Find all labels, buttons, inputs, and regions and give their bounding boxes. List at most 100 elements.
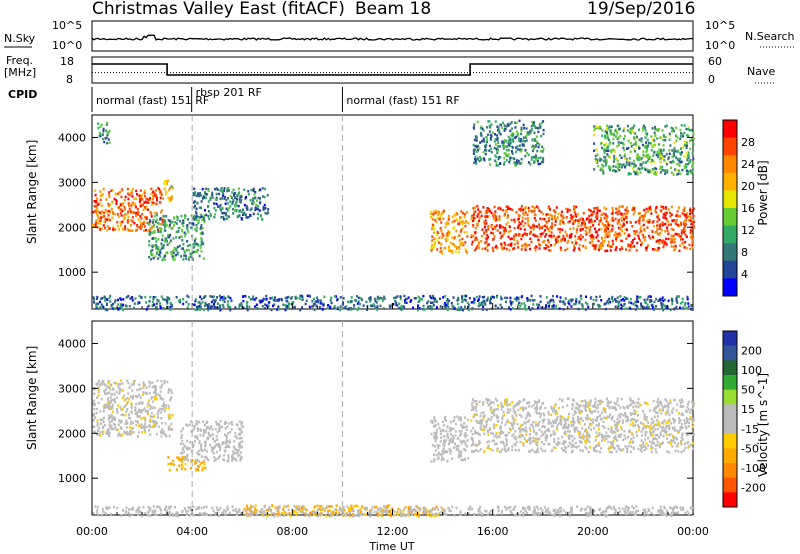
scatter-cell (534, 139, 537, 142)
scatter-cell (568, 236, 571, 239)
scatter-cell (597, 248, 600, 252)
scatter-cell (690, 307, 692, 311)
scatter-cell (207, 306, 209, 309)
scatter-cell (191, 449, 194, 452)
scatter-cell (640, 225, 643, 228)
scatter-cell (169, 305, 172, 309)
scatter-cell (567, 299, 570, 303)
scatter-cell (474, 231, 477, 234)
scatter-cell (330, 301, 333, 305)
scatter-cell (439, 305, 442, 308)
scatter-cell (168, 219, 171, 223)
scatter-cell (458, 242, 461, 245)
scatter-cell (97, 302, 100, 305)
scatter-cell (99, 422, 102, 425)
scatter-cell (482, 139, 485, 142)
scatter-cell (527, 133, 530, 136)
scatter-cell (686, 406, 689, 409)
scatter-cell (675, 126, 678, 129)
scatter-cell (157, 299, 160, 303)
scatter-cell (124, 422, 127, 425)
scatter-cell (440, 229, 443, 233)
scatter-cell (497, 129, 499, 132)
scatter-cell (470, 217, 473, 220)
scatter-cell (520, 161, 523, 165)
scatter-cell (531, 226, 534, 229)
scatter-cell (544, 235, 547, 238)
scatter-cell (234, 432, 237, 435)
scatter-cell (446, 432, 449, 436)
scatter-cell (659, 154, 662, 157)
scatter-cell (489, 126, 492, 129)
scatter-cell (584, 403, 587, 407)
scatter-cell (582, 219, 585, 223)
scatter-cell (172, 258, 175, 261)
scatter-cell (486, 138, 489, 141)
scatter-cell (474, 148, 477, 151)
scatter-cell (167, 390, 170, 393)
scatter-cell (190, 459, 192, 462)
scatter-cell (627, 418, 630, 421)
scatter-cell (465, 251, 468, 254)
scatter-cell (478, 210, 481, 214)
scatter-cell (154, 296, 157, 299)
scatter-cell (130, 204, 133, 207)
scatter-cell (552, 209, 555, 213)
scatter-cell (607, 240, 610, 244)
scatter-cell (689, 215, 692, 219)
scatter-cell (139, 189, 142, 192)
scatter-cell (219, 446, 222, 449)
scatter-cell (533, 400, 536, 403)
scatter-cell (667, 223, 670, 227)
scatter-cell (689, 418, 692, 421)
scatter-cell (676, 301, 679, 304)
scatter-cell (222, 194, 225, 197)
scatter-cell (188, 423, 191, 427)
velocity-panel (91, 320, 694, 516)
scatter-cell (533, 209, 536, 213)
scatter-cell (608, 165, 611, 168)
scatter-cell (210, 425, 213, 428)
scatter-cell (559, 246, 562, 249)
scatter-cell (186, 453, 189, 457)
scatter-cell (513, 234, 516, 237)
scatter-cell (637, 212, 640, 215)
scatter-cell (121, 407, 124, 411)
scatter-cell (552, 294, 554, 298)
scatter-cell (121, 307, 123, 310)
scatter-cell (142, 393, 145, 396)
scatter-cell (430, 249, 433, 252)
scatter-cell (662, 308, 665, 312)
scatter-cell (535, 135, 538, 138)
scatter-cell (96, 429, 99, 432)
scatter-cell (685, 146, 688, 150)
scatter-cell (608, 156, 611, 159)
scatter-cell (196, 242, 199, 246)
scatter-cell (638, 158, 641, 162)
scatter-cell (646, 146, 649, 150)
scatter-cell (590, 218, 593, 221)
scatter-cell (639, 162, 642, 166)
scatter-cell (440, 221, 443, 224)
scatter-cell (434, 424, 437, 427)
scatter-cell (394, 296, 397, 299)
scatter-cell (265, 297, 268, 301)
scatter-cell (126, 220, 129, 223)
scatter-cell (573, 211, 576, 214)
scatter-cell (138, 408, 140, 411)
scatter-cell (493, 217, 495, 220)
scatter-cell (450, 249, 453, 253)
scatter-cell (448, 442, 450, 446)
scatter-cell (472, 224, 475, 227)
scatter-cell (585, 417, 587, 420)
scatter-cell (493, 296, 495, 299)
scatter-cell (99, 383, 102, 387)
scatter-cell (497, 207, 500, 210)
scatter-cell (117, 215, 120, 219)
scatter-cell (561, 435, 564, 439)
scatter-cell (605, 217, 608, 220)
scatter-cell (95, 197, 98, 200)
scatter-cell (599, 125, 602, 129)
scatter-cell (531, 440, 534, 443)
scatter-cell (532, 149, 534, 153)
